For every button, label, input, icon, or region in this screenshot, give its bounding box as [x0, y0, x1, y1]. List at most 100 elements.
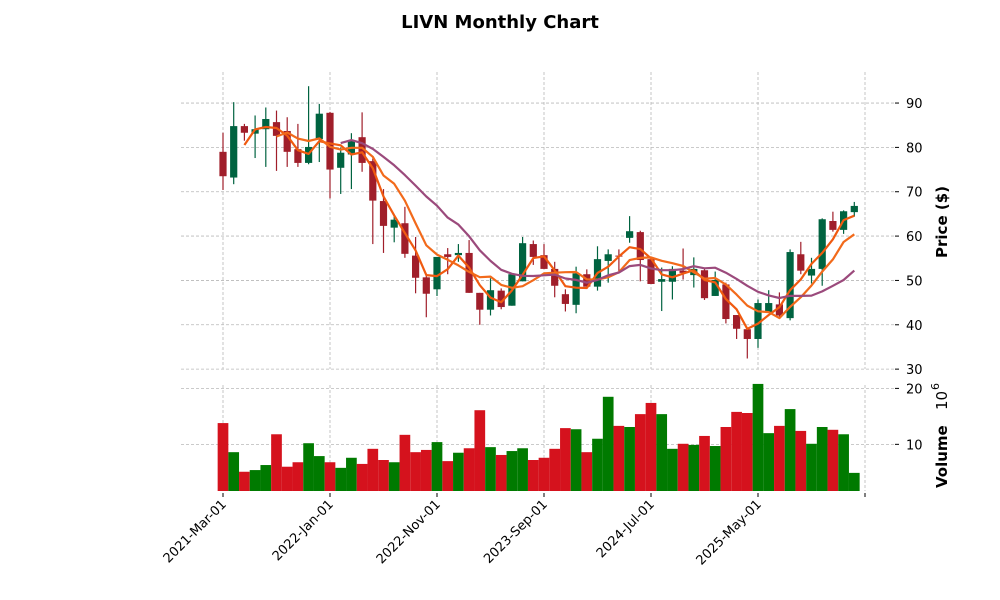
- volume-axis-label: Volume: [933, 425, 951, 488]
- candle: [294, 123, 302, 167]
- candle-body: [658, 279, 666, 282]
- volume-exponent: 10 6: [929, 383, 951, 410]
- chart-title: LIVN Monthly Chart: [401, 12, 599, 33]
- candle: [733, 315, 741, 339]
- candle: [743, 327, 751, 359]
- volume-bar: [667, 448, 678, 491]
- volume-exponent-base: 10: [933, 391, 951, 410]
- volume-bar: [474, 410, 486, 491]
- volume-bar: [688, 444, 700, 491]
- volume-bar: [249, 470, 261, 491]
- candle-body: [454, 252, 462, 256]
- price-tick-label: 50: [906, 274, 923, 289]
- x-tick-label: 2025-May-01: [694, 497, 765, 568]
- candle: [807, 257, 816, 284]
- volume-bar: [538, 457, 550, 491]
- candle-body: [401, 223, 409, 254]
- moving-average-3-line: [243, 125, 855, 330]
- candle-body: [733, 315, 741, 329]
- volume-bar: [324, 462, 336, 491]
- candle-body: [390, 219, 398, 228]
- candle: [476, 292, 484, 325]
- price-panel: 30 40 50 60 70 80 90: [181, 72, 923, 378]
- candle-body: [626, 231, 634, 238]
- candle: [230, 102, 238, 185]
- candle-body: [444, 254, 452, 257]
- candle-body: [604, 254, 612, 261]
- candle-body: [283, 130, 291, 152]
- volume-bar: [281, 466, 293, 491]
- candle: [765, 290, 773, 313]
- volume-bar: [517, 448, 528, 491]
- price-axis-label: Price ($): [933, 186, 951, 258]
- volume-tick-label: 10: [906, 438, 923, 453]
- volume-bar: [260, 465, 272, 491]
- volume-bar: [634, 414, 646, 491]
- candle: [572, 266, 580, 314]
- volume-bar: [217, 423, 229, 491]
- candle-body: [572, 273, 580, 305]
- candle: [529, 240, 537, 265]
- volume-bar: [720, 426, 732, 491]
- volume-bar: [763, 433, 775, 491]
- candle-body: [551, 268, 559, 286]
- candle: [337, 147, 345, 194]
- volume-bar: [581, 452, 593, 491]
- candle-body: [647, 259, 655, 284]
- candle-body: [775, 304, 783, 316]
- candle-body: [476, 292, 484, 310]
- x-tick-label: 2023-Sep-01: [481, 497, 551, 567]
- volume-bar: [399, 434, 411, 491]
- candle: [272, 110, 281, 171]
- candle: [326, 111, 334, 199]
- volume-bar: [795, 430, 807, 491]
- candle: [390, 216, 398, 243]
- candle-body: [829, 221, 837, 230]
- volume-bar: [741, 413, 753, 491]
- volume-bar: [816, 426, 828, 491]
- volume-bar: [313, 456, 325, 491]
- volume-bar: [367, 448, 379, 491]
- candle-body: [807, 268, 816, 276]
- volume-bar: [624, 426, 635, 491]
- candle-body: [529, 244, 537, 257]
- volume-bar: [752, 383, 764, 491]
- price-tick-label: 80: [906, 141, 923, 156]
- candle: [422, 273, 430, 318]
- x-tick-label: 2024-Jul-01: [594, 497, 658, 561]
- moving-average-6-line: [276, 131, 855, 320]
- volume-panel: 10 20: [181, 382, 923, 491]
- volume-bar: [356, 463, 368, 491]
- volume-bar: [527, 460, 539, 491]
- candle-body: [636, 232, 644, 261]
- candle-body: [412, 255, 420, 278]
- candle-body: [754, 303, 762, 339]
- candle-body: [315, 113, 323, 139]
- volume-tick-label: 20: [906, 382, 923, 397]
- candle-body: [219, 151, 227, 177]
- candle: [551, 261, 559, 298]
- volume-bar: [645, 402, 657, 491]
- x-tick-label: 2022-Nov-01: [374, 497, 444, 567]
- candle: [593, 246, 602, 291]
- volume-bar: [848, 472, 860, 491]
- candle-body: [700, 270, 709, 299]
- candle-body: [486, 290, 495, 310]
- candle-body: [294, 149, 302, 163]
- candle: [775, 292, 783, 317]
- volume-bar: [774, 425, 785, 491]
- price-tick-label: 60: [906, 230, 923, 245]
- volume-exponent-power: 6: [929, 383, 942, 390]
- moving-average-12-line: [340, 139, 856, 300]
- candle-body: [540, 255, 548, 269]
- volume-bar: [784, 409, 796, 491]
- volume-bar: [709, 446, 721, 491]
- candle-body: [722, 284, 730, 320]
- candle: [636, 230, 644, 282]
- candle-body: [337, 152, 345, 168]
- candle: [626, 216, 634, 243]
- volume-bar: [549, 448, 561, 491]
- x-tick-label: 2021-Mar-01: [161, 497, 230, 566]
- volume-bar: [292, 462, 304, 491]
- candle: [412, 236, 420, 294]
